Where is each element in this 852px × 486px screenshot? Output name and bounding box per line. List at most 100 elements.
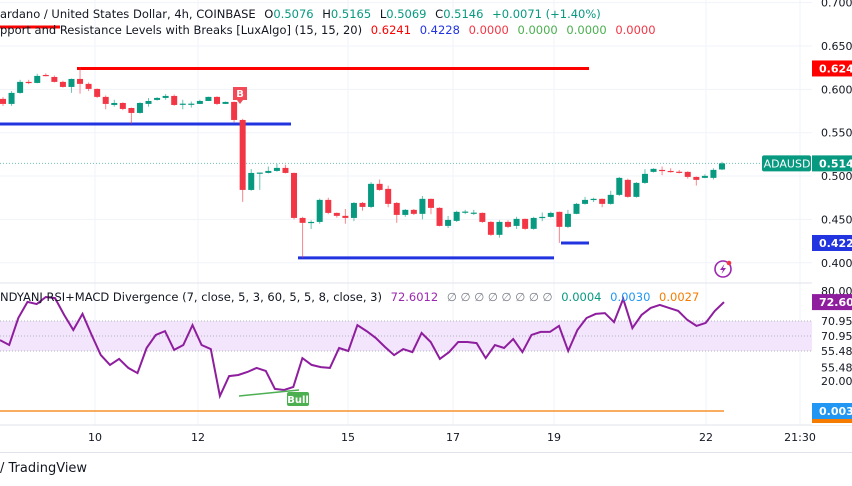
candle[interactable] (641, 169, 648, 184)
candle[interactable] (145, 98, 152, 107)
candle[interactable] (205, 96, 212, 102)
candle[interactable] (616, 176, 623, 196)
candle-body (445, 219, 452, 226)
candle[interactable] (607, 190, 614, 205)
candle[interactable] (719, 161, 725, 171)
candle[interactable] (239, 118, 246, 202)
candle[interactable] (119, 102, 126, 111)
candle[interactable] (487, 221, 494, 236)
candle[interactable] (299, 216, 306, 258)
candle[interactable] (573, 202, 580, 215)
candle[interactable] (582, 196, 589, 205)
candle[interactable] (171, 94, 178, 106)
candle[interactable] (68, 78, 75, 93)
candle[interactable] (42, 73, 49, 77)
candle[interactable] (676, 169, 683, 174)
candle[interactable] (188, 101, 195, 108)
candle[interactable] (402, 208, 409, 217)
candle[interactable] (0, 97, 6, 106)
candle[interactable] (34, 73, 41, 84)
symbol-legend[interactable]: ardano / United States Dollar, 4h, COINB… (0, 7, 606, 21)
candle[interactable] (710, 168, 717, 180)
candle[interactable] (462, 209, 469, 215)
candle[interactable] (470, 209, 477, 216)
candle[interactable] (599, 198, 606, 208)
candle[interactable] (94, 88, 101, 99)
candle[interactable] (453, 210, 460, 223)
indicator-legend-sr[interactable]: pport and Resistance Levels with Breaks … (0, 23, 661, 37)
candle[interactable] (8, 91, 15, 106)
lightning-icon[interactable] (714, 260, 732, 278)
candle[interactable] (265, 166, 272, 174)
price-pane[interactable]: B (0, 25, 812, 260)
candle[interactable] (522, 218, 529, 230)
candle[interactable] (684, 171, 691, 179)
candle[interactable] (231, 101, 238, 123)
candle[interactable] (162, 94, 169, 100)
candle[interactable] (556, 211, 563, 243)
candle[interactable] (77, 66, 84, 94)
candle[interactable] (59, 80, 66, 88)
candle[interactable] (427, 198, 434, 215)
break-signal[interactable]: B (233, 87, 247, 104)
candle[interactable] (25, 79, 32, 85)
candle[interactable] (419, 195, 426, 220)
candle[interactable] (410, 208, 417, 216)
candle[interactable] (111, 99, 118, 107)
candle[interactable] (128, 107, 135, 124)
candle[interactable] (342, 208, 349, 224)
candle[interactable] (316, 198, 323, 224)
candle[interactable] (196, 99, 203, 105)
candle[interactable] (102, 95, 109, 110)
candle[interactable] (436, 207, 443, 227)
candle[interactable] (445, 215, 452, 229)
candle[interactable] (136, 102, 143, 114)
candle[interactable] (222, 101, 229, 105)
candle[interactable] (590, 197, 597, 203)
candle[interactable] (51, 75, 58, 83)
candle[interactable] (650, 168, 657, 173)
candle[interactable] (505, 220, 512, 229)
candle-body (547, 212, 554, 217)
candle[interactable] (308, 220, 315, 229)
candle[interactable] (325, 197, 332, 215)
candle-body (633, 182, 640, 197)
candle[interactable] (633, 182, 640, 198)
candle[interactable] (256, 172, 263, 190)
candle[interactable] (667, 168, 674, 173)
candle[interactable] (248, 169, 255, 191)
candle[interactable] (282, 164, 289, 174)
rsi-pane[interactable]: Bull (0, 295, 812, 412)
candle[interactable] (17, 79, 24, 94)
candle[interactable] (530, 216, 537, 230)
candle[interactable] (359, 202, 366, 211)
candle[interactable] (479, 212, 486, 223)
candle[interactable] (539, 212, 546, 222)
candle[interactable] (291, 172, 298, 220)
bull-signal[interactable]: Bull (287, 392, 309, 406)
candle[interactable] (513, 216, 520, 229)
candle[interactable] (701, 174, 708, 179)
candle[interactable] (564, 209, 571, 229)
candle[interactable] (659, 166, 666, 176)
candle[interactable] (350, 202, 357, 222)
candle[interactable] (376, 179, 383, 191)
candle[interactable] (624, 178, 631, 198)
indicator-legend-rsi[interactable]: NDYANJ RSI+MACD Divergence (7, close, 5,… (0, 290, 704, 304)
candle[interactable] (368, 182, 375, 209)
candle[interactable] (385, 185, 392, 208)
candle[interactable] (179, 99, 186, 110)
tradingview-logo[interactable]: / TradingView (0, 461, 88, 476)
candle[interactable] (693, 176, 700, 186)
candle[interactable] (496, 220, 503, 238)
candle[interactable] (333, 212, 340, 218)
candle[interactable] (547, 211, 554, 218)
candle[interactable] (85, 82, 92, 92)
candle-body (616, 177, 623, 195)
candle[interactable] (213, 96, 220, 105)
candle[interactable] (393, 202, 400, 223)
candle[interactable] (273, 163, 280, 172)
candle[interactable] (154, 97, 161, 101)
